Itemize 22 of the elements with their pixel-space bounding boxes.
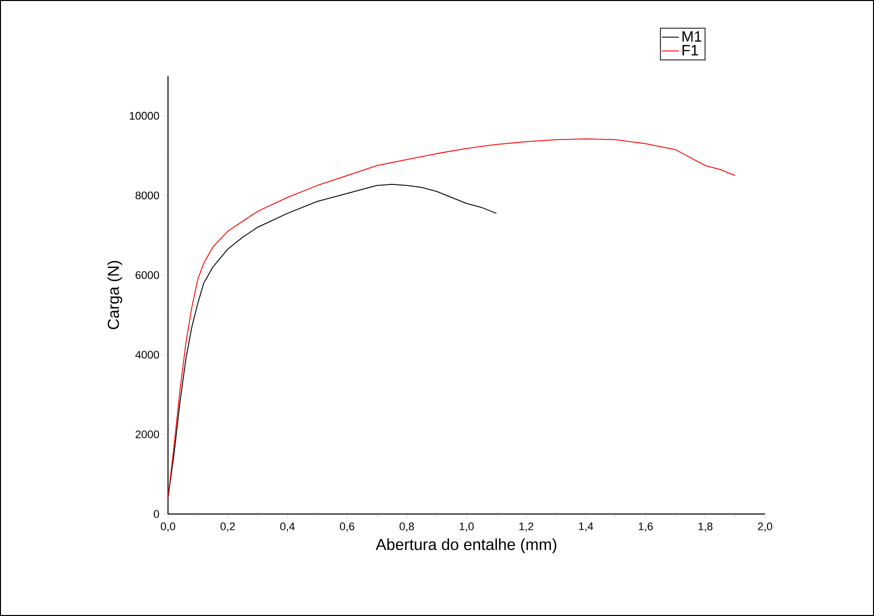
y-tick-label: 4000 [135,350,160,359]
y-axis-title: Carga (N) [107,261,122,330]
x-tick-label: 0,8 [400,522,414,532]
y-tick-label: 0 [154,510,160,518]
x-tick-label: 1,2 [519,522,534,532]
y-tick-label: 2000 [136,430,160,438]
legend-label: M1 [682,31,702,42]
x-tick-label: 1,6 [638,522,653,532]
x-axis-title: Abertura do entalhe (mm) [376,538,556,554]
x-tick-label: 0,2 [220,522,235,532]
y-tick-label: 8000 [136,192,160,200]
x-tick-label: 0,0 [160,522,176,532]
legend-label: F1 [682,45,698,56]
x-tick-label: 0,6 [340,522,354,532]
y-tick-label: 10000 [130,112,160,120]
x-tick-label: 1,0 [460,522,474,532]
x-tick-label: 1,4 [579,522,594,532]
y-tick-label: 6000 [136,271,160,279]
x-tick-label: 2,0 [758,522,772,532]
x-tick-label: 0,4 [280,522,295,532]
x-tick-label: 1,8 [698,522,712,532]
line-series [168,138,736,499]
